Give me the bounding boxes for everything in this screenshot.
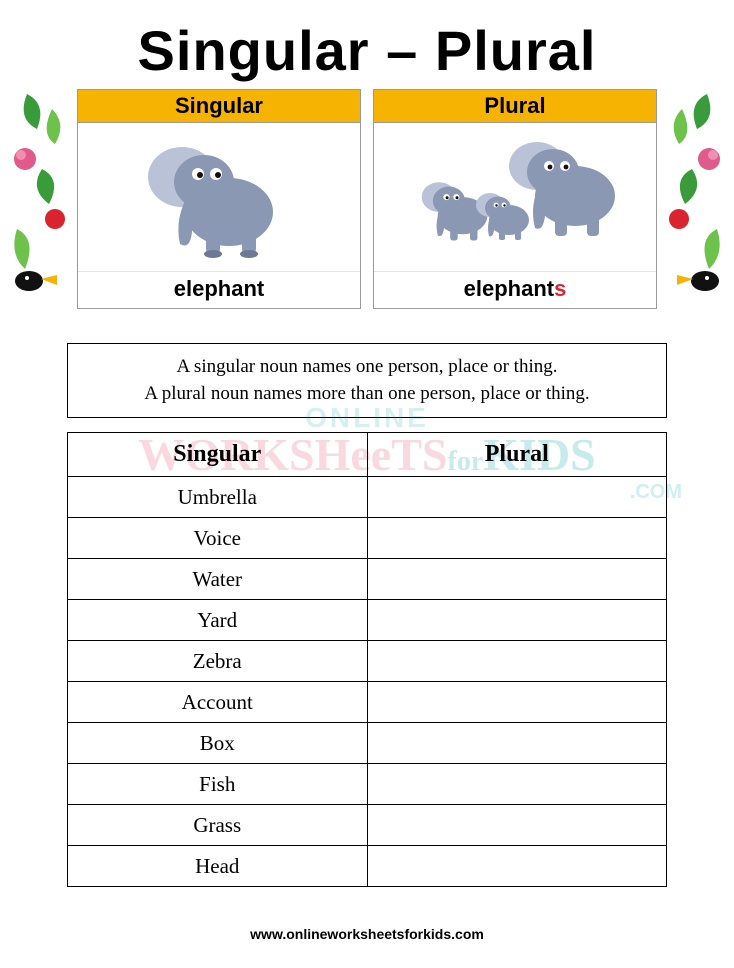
table-row: Water: [68, 559, 667, 600]
table-row: Grass: [68, 805, 667, 846]
cell-plural[interactable]: [367, 723, 667, 764]
page-title: Singular – Plural: [0, 18, 734, 83]
card-caption-singular: elephant: [78, 271, 360, 308]
table-row: Umbrella: [68, 477, 667, 518]
elephant-family-icon: [405, 132, 625, 262]
foliage-left-icon: [7, 89, 69, 299]
cell-plural[interactable]: [367, 641, 667, 682]
cell-plural[interactable]: [367, 846, 667, 887]
foliage-right-icon: [665, 89, 727, 299]
cell-plural[interactable]: [367, 477, 667, 518]
cell-plural[interactable]: [367, 805, 667, 846]
definition-line-2: A plural noun names more than one person…: [82, 381, 652, 408]
card-caption-plural: elephants: [374, 271, 656, 308]
cell-singular: Grass: [68, 805, 368, 846]
col-header-plural: Plural: [367, 433, 667, 477]
cell-plural[interactable]: [367, 600, 667, 641]
col-header-singular: Singular: [68, 433, 368, 477]
definition-box: A singular noun names one person, place …: [67, 343, 667, 418]
elephant-single-icon: [134, 132, 304, 262]
table-header-row: Singular Plural: [68, 433, 667, 477]
card-header-singular: Singular: [78, 90, 360, 123]
caption-base: elephant: [174, 276, 264, 301]
example-card-singular: Singular: [77, 89, 361, 309]
example-card-plural: Plural: [373, 89, 657, 309]
cell-singular: Fish: [68, 764, 368, 805]
table-row: Head: [68, 846, 667, 887]
caption-base: elephant: [464, 276, 554, 301]
table-row: Fish: [68, 764, 667, 805]
worksheet-table: Singular Plural UmbrellaVoiceWaterYardZe…: [67, 432, 667, 887]
cell-plural[interactable]: [367, 559, 667, 600]
table-row: Account: [68, 682, 667, 723]
cell-singular: Yard: [68, 600, 368, 641]
example-strip: Singular: [17, 89, 717, 319]
table-row: Voice: [68, 518, 667, 559]
cell-singular: Zebra: [68, 641, 368, 682]
caption-suffix: s: [554, 276, 566, 301]
cell-singular: Account: [68, 682, 368, 723]
cell-singular: Head: [68, 846, 368, 887]
cell-plural[interactable]: [367, 682, 667, 723]
table-row: Box: [68, 723, 667, 764]
definition-line-1: A singular noun names one person, place …: [82, 354, 652, 381]
cell-plural[interactable]: [367, 518, 667, 559]
cell-singular: Box: [68, 723, 368, 764]
footer-url: www.onlineworksheetsforkids.com: [0, 926, 734, 942]
cell-singular: Umbrella: [68, 477, 368, 518]
table-row: Zebra: [68, 641, 667, 682]
card-header-plural: Plural: [374, 90, 656, 123]
cell-singular: Water: [68, 559, 368, 600]
cell-singular: Voice: [68, 518, 368, 559]
table-row: Yard: [68, 600, 667, 641]
cell-plural[interactable]: [367, 764, 667, 805]
